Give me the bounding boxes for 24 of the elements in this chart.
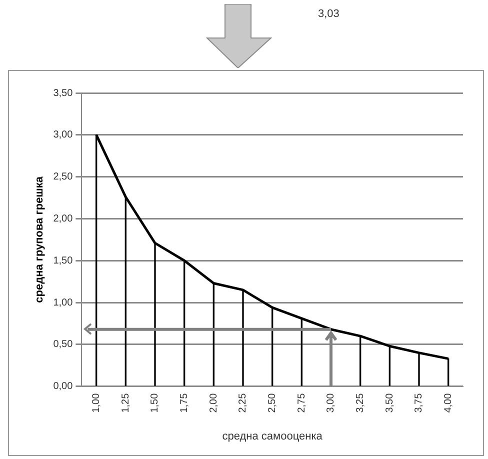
y-tick-label: 3,00 bbox=[53, 130, 74, 141]
x-tick-label: 3,25 bbox=[355, 392, 366, 413]
x-tick-label: 2,00 bbox=[208, 392, 220, 413]
x-tick-label: 4,00 bbox=[443, 392, 454, 413]
x-tick-label: 1,50 bbox=[150, 392, 161, 413]
x-tick-label: 3,75 bbox=[414, 392, 425, 413]
x-tick-label: 1,75 bbox=[179, 392, 190, 413]
x-tick-label: 2,25 bbox=[238, 392, 249, 413]
x-axis-title: средна самооценка bbox=[222, 430, 324, 442]
y-tick-label: 0,50 bbox=[53, 339, 74, 350]
x-tick-label: 1,25 bbox=[120, 392, 132, 413]
y-tick-label: 2,00 bbox=[53, 213, 74, 224]
y-tick-label: 1,00 bbox=[53, 297, 74, 308]
y-axis-title: средна групова грешка bbox=[34, 176, 46, 303]
x-tick-label: 2,50 bbox=[267, 392, 278, 413]
x-tick-label: 3,00 bbox=[326, 392, 337, 413]
x-tick-label: 1,00 bbox=[91, 392, 102, 413]
y-tick-label: 3,50 bbox=[53, 88, 74, 99]
y-tick-label: 1,50 bbox=[53, 255, 74, 266]
x-tick-label: 3,50 bbox=[384, 392, 396, 413]
text: 3,03 bbox=[318, 8, 340, 20]
x-tick-label: 2,75 bbox=[296, 392, 308, 413]
y-tick-label: 2,50 bbox=[53, 172, 74, 183]
y-tick-label: 0,00 bbox=[53, 381, 74, 392]
